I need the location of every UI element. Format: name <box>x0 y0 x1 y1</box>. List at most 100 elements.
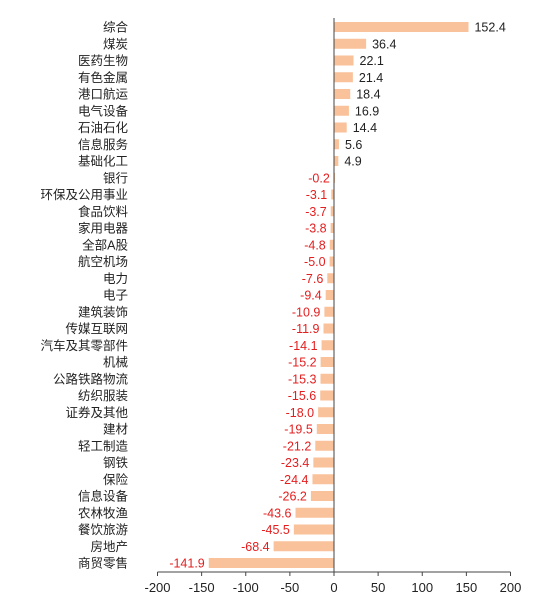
data-label: 4.9 <box>344 155 361 169</box>
data-label: -24.4 <box>280 473 309 487</box>
bar <box>331 189 334 200</box>
bar <box>323 323 334 334</box>
data-label: -5.0 <box>304 255 326 269</box>
data-label: -3.8 <box>305 222 327 236</box>
category-label: 电气设备 <box>78 103 129 118</box>
bar <box>334 139 339 150</box>
bar <box>324 306 334 317</box>
bar <box>293 524 334 535</box>
x-tick-label: -200 <box>144 580 170 595</box>
data-label: -14.1 <box>289 339 318 353</box>
bar <box>334 105 349 116</box>
bar <box>208 558 334 568</box>
category-label: 航空机场 <box>78 254 128 269</box>
category-label: 信息设备 <box>78 489 129 504</box>
bar <box>334 89 351 99</box>
category-label: 钢铁 <box>103 456 129 470</box>
category-label: 有色金属 <box>78 70 128 85</box>
x-tick-label: 100 <box>411 580 433 595</box>
axes-group: -200 -150 -100 -50 0 50 100 150 200 <box>144 18 521 595</box>
data-label: 36.4 <box>372 37 396 51</box>
bar <box>327 273 334 284</box>
category-label: 综合 <box>103 20 129 35</box>
category-label: 煤炭 <box>103 37 128 51</box>
data-label: -0.2 <box>308 171 330 185</box>
bar <box>330 206 334 217</box>
data-label: -4.8 <box>304 238 326 252</box>
x-tick-label: 50 <box>371 580 385 595</box>
category-label: 家用电器 <box>78 221 129 236</box>
bar <box>334 122 347 133</box>
bar <box>312 474 334 485</box>
bar <box>334 55 354 66</box>
bar <box>273 541 334 552</box>
data-label: 14.4 <box>353 121 377 135</box>
x-tick-label: -50 <box>280 580 299 595</box>
bar <box>316 424 334 434</box>
data-label: -68.4 <box>241 540 270 554</box>
category-label: 石油石化 <box>78 121 129 135</box>
category-label: 机械 <box>103 355 129 370</box>
bar <box>334 38 367 49</box>
category-label: 电子 <box>103 289 128 303</box>
bar <box>315 440 334 451</box>
category-label: 全部A股 <box>82 237 128 252</box>
category-label: 电力 <box>103 272 128 286</box>
category-label: 银行 <box>103 171 128 185</box>
category-label: 纺织服装 <box>78 389 128 403</box>
bar <box>320 373 334 384</box>
data-label: -10.9 <box>292 305 321 319</box>
data-label: -45.5 <box>261 523 290 537</box>
category-label: 保险 <box>103 472 129 487</box>
bar <box>329 256 334 267</box>
data-label: -141.9 <box>169 557 204 571</box>
data-label: 18.4 <box>356 88 380 102</box>
data-label: -21.2 <box>283 439 312 453</box>
category-label: 商贸零售 <box>78 556 128 571</box>
x-tick-label: 200 <box>500 580 522 595</box>
data-label: -11.9 <box>292 322 320 336</box>
category-label: 食品饮料 <box>78 204 129 219</box>
bar <box>318 407 334 418</box>
category-label: 环保及公用事业 <box>40 188 128 202</box>
data-label: -3.7 <box>305 205 327 219</box>
category-label: 传媒互联网 <box>65 321 128 336</box>
bar <box>321 340 334 351</box>
category-label: 建材 <box>103 423 128 437</box>
bar <box>295 507 334 518</box>
data-label: 152.4 <box>474 21 505 35</box>
category-label: 医药生物 <box>78 54 128 68</box>
category-labels-group: 综合煤炭医药生物有色金属港口航运电气设备石油石化信息服务基础化工银行环保及公用事… <box>40 20 128 571</box>
bar <box>329 239 334 250</box>
bar <box>320 390 334 401</box>
data-label: -15.6 <box>288 389 317 403</box>
x-tick-label: 0 <box>330 580 337 595</box>
data-label: -9.4 <box>300 289 322 303</box>
bar <box>334 22 469 32</box>
data-label: 16.9 <box>355 104 379 118</box>
bar <box>310 491 334 501</box>
category-label: 基础化工 <box>78 155 128 169</box>
bars-group <box>208 22 469 568</box>
category-label: 房地产 <box>90 539 128 554</box>
bar <box>334 72 353 83</box>
bar <box>334 156 339 166</box>
bar <box>313 457 334 468</box>
category-label: 信息服务 <box>78 137 128 152</box>
value-labels-group: 152.4 36.4 22.1 21.4 18.4 16.9 14.4 5.6 4.9 -0.2 -… <box>169 21 506 571</box>
bar <box>320 357 334 367</box>
data-label: -19.5 <box>284 423 313 437</box>
data-label: 21.4 <box>359 71 383 85</box>
x-tick-label: 150 <box>456 580 478 595</box>
data-label: -18.0 <box>286 406 315 420</box>
category-label: 港口航运 <box>78 87 129 102</box>
category-label: 轻工制造 <box>78 439 129 453</box>
data-label: -15.3 <box>288 372 317 386</box>
data-label: -15.2 <box>288 356 317 370</box>
data-label: 5.6 <box>345 138 362 152</box>
data-label: -43.6 <box>263 506 292 520</box>
category-label: 餐饮旅游 <box>78 522 129 537</box>
category-label: 汽车及其零部件 <box>40 338 128 353</box>
